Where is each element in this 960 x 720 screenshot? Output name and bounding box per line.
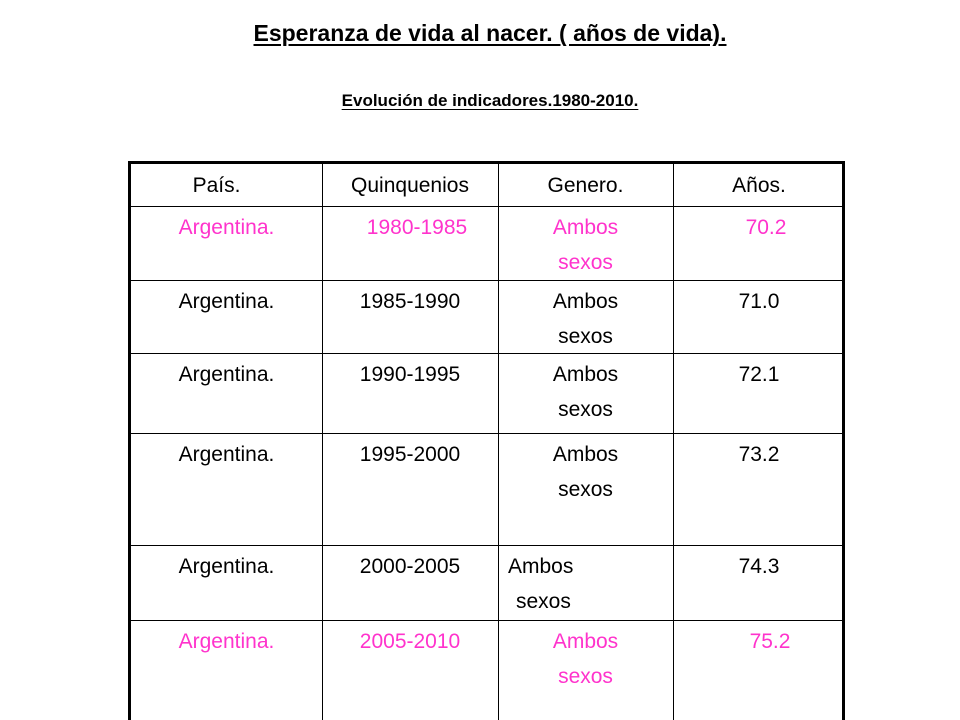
column-divider: [498, 164, 499, 720]
row-divider: [131, 545, 842, 546]
table-cell-pais: Argentina.: [178, 630, 275, 653]
table-cell-anos: 70.2: [745, 216, 787, 239]
table-cell-genero: Ambos sexos: [498, 284, 673, 354]
table-cell-anos: 71.0: [738, 290, 780, 313]
genero-line-1: Ambos: [552, 290, 619, 313]
table-cell-pais: Argentina.: [178, 555, 275, 578]
row-divider: [131, 620, 842, 621]
column-divider: [673, 164, 674, 720]
table-cell-quinquenio: 2000-2005: [359, 555, 461, 578]
genero-line-2: sexos: [558, 478, 613, 501]
table-cell-pais: Argentina.: [178, 363, 275, 386]
table-cell-quinquenio: 2005-2010: [359, 630, 461, 653]
genero-line-1: Ambos: [508, 555, 574, 578]
genero-line-2: sexos: [558, 665, 613, 688]
table-cell-anos: 72.1: [738, 363, 780, 386]
row-divider: [131, 353, 842, 354]
genero-line-2: sexos: [558, 251, 613, 274]
table-cell-pais: Argentina.: [178, 216, 275, 239]
header-pais: País.: [192, 174, 241, 197]
table-cell-anos: 75.2: [749, 630, 791, 653]
row-divider: [131, 433, 842, 434]
genero-line-1: Ambos: [552, 443, 619, 466]
table-cell-genero: Ambos sexos: [498, 357, 673, 427]
table-cell-quinquenio: 1995-2000: [359, 443, 461, 466]
column-divider: [322, 164, 323, 720]
genero-line-2: sexos: [516, 590, 571, 613]
table-cell-genero: Ambos sexos: [498, 210, 673, 280]
table-cell-quinquenio: 1980-1985: [366, 216, 468, 239]
page-subtitle: Evolución de indicadores.1980-2010.: [341, 91, 639, 110]
row-divider: [131, 206, 842, 207]
genero-line-1: Ambos: [552, 630, 619, 653]
table-cell-quinquenio: 1990-1995: [359, 363, 461, 386]
genero-line-1: Ambos: [552, 216, 619, 239]
row-divider: [131, 280, 842, 281]
table-cell-genero: Ambos sexos: [498, 624, 673, 694]
table-cell-anos: 73.2: [738, 443, 780, 466]
header-genero: Genero.: [547, 174, 624, 197]
life-expectancy-table: País. Quinquenios Genero. Años. Argentin…: [128, 161, 845, 720]
table-cell-pais: Argentina.: [178, 443, 275, 466]
header-quinquenios: Quinquenios: [351, 174, 469, 197]
table-cell-genero: Ambos sexos: [498, 437, 673, 507]
genero-line-1: Ambos: [552, 363, 619, 386]
table-cell-genero: Ambos sexos: [498, 549, 673, 619]
table-cell-quinquenio: 1985-1990: [359, 290, 461, 313]
table-cell-pais: Argentina.: [178, 290, 275, 313]
genero-line-2: sexos: [558, 325, 613, 348]
page-title: Esperanza de vida al nacer. ( años de vi…: [253, 20, 727, 46]
header-anos: Años.: [732, 174, 786, 197]
genero-line-2: sexos: [558, 398, 613, 421]
table-cell-anos: 74.3: [738, 555, 780, 578]
